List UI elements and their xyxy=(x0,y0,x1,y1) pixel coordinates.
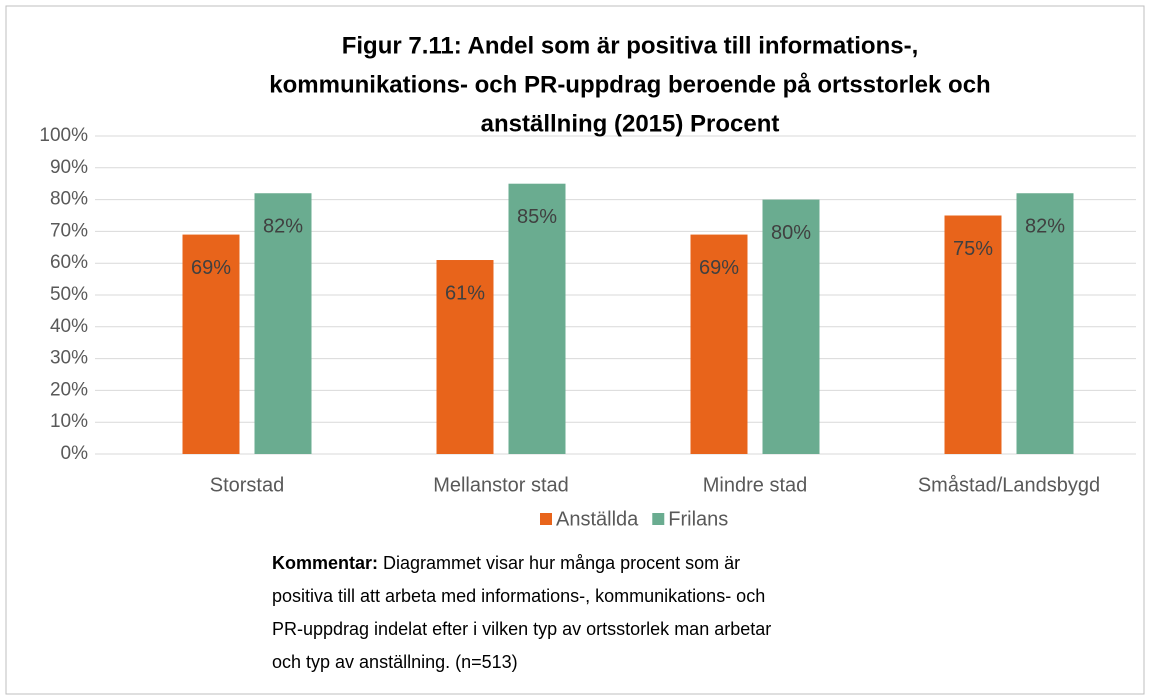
y-tick-label: 100% xyxy=(39,125,88,146)
comment-line: och typ av anställning. (n=513) xyxy=(272,652,518,672)
chart-title: anställning (2015) Procent xyxy=(481,110,780,137)
bar xyxy=(436,260,494,454)
legend-label: Anställda xyxy=(556,508,639,530)
comment-line: PR-uppdrag indelat efter i vilken typ av… xyxy=(272,619,771,639)
comment-label: Kommentar: xyxy=(272,553,378,573)
data-label: 82% xyxy=(1025,216,1065,238)
bar xyxy=(690,234,748,454)
x-tick-label: Storstad xyxy=(210,474,284,496)
bar xyxy=(182,234,240,454)
y-tick-label: 80% xyxy=(50,189,88,210)
data-label: 80% xyxy=(771,222,811,244)
chart-title: Figur 7.11: Andel som är positiva till i… xyxy=(342,32,919,59)
chart-title: kommunikations- och PR-uppdrag beroende … xyxy=(269,71,990,98)
bar xyxy=(762,199,820,454)
y-tick-label: 70% xyxy=(50,220,88,241)
legend-label: Frilans xyxy=(668,508,728,530)
y-tick-label: 90% xyxy=(50,157,88,178)
data-label: 69% xyxy=(191,257,231,279)
data-label: 61% xyxy=(445,282,485,304)
data-label: 82% xyxy=(263,216,303,238)
legend-swatch xyxy=(652,513,665,525)
y-tick-label: 30% xyxy=(50,348,88,369)
y-tick-label: 40% xyxy=(50,316,88,337)
x-tick-label: Mellanstor stad xyxy=(433,474,569,496)
bar xyxy=(508,183,566,454)
comment-line: Kommentar: Diagrammet visar hur många pro… xyxy=(272,553,740,573)
comment-line: positiva till att arbeta med information… xyxy=(272,586,765,606)
x-tick-label: Mindre stad xyxy=(703,474,808,496)
y-tick-label: 10% xyxy=(50,411,88,432)
y-tick-label: 50% xyxy=(50,284,88,305)
y-tick-label: 60% xyxy=(50,252,88,273)
comment-text: Diagrammet visar hur många procent som ä… xyxy=(383,553,740,573)
legend-swatch xyxy=(540,513,552,525)
data-label: 85% xyxy=(517,206,557,228)
bar xyxy=(944,215,1002,454)
bar xyxy=(254,193,312,455)
y-tick-label: 20% xyxy=(50,379,88,400)
data-label: 69% xyxy=(699,257,739,279)
bar xyxy=(1016,193,1074,455)
x-tick-label: Småstad/Landsbygd xyxy=(918,474,1100,496)
y-tick-label: 0% xyxy=(61,443,89,464)
data-label: 75% xyxy=(953,238,993,260)
